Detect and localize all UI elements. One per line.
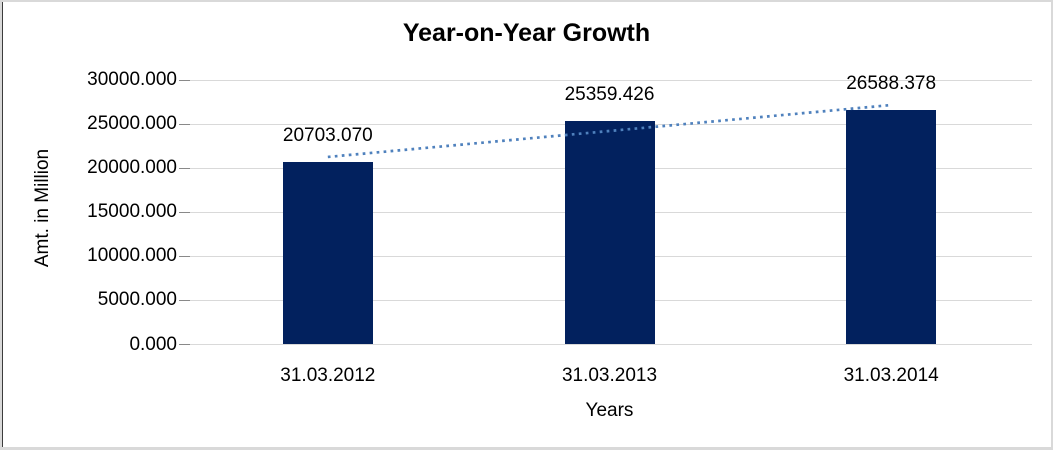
x-category-label: 31.03.2013	[561, 365, 658, 386]
y-axis-title: Amt. in Million	[32, 148, 53, 268]
y-axis-tick-label: 25000.000	[87, 113, 177, 135]
gridline	[187, 344, 1032, 345]
y-axis-tick-label: 30000.000	[87, 69, 177, 90]
y-axis-tick-label: 5000.000	[97, 289, 177, 311]
bar	[564, 120, 655, 345]
y-axis-tick-label: 10000.000	[87, 245, 177, 267]
y-axis-tick-mark	[179, 211, 190, 213]
bar	[846, 110, 937, 345]
y-axis-tick-label: 20000.000	[87, 157, 177, 179]
y-axis-tick-mark	[179, 123, 190, 125]
frame-left-edge	[2, 2, 3, 447]
bar-data-label: 25359.426	[564, 83, 655, 105]
bar	[282, 161, 373, 345]
y-axis-tick-label: 15000.000	[87, 201, 177, 223]
y-axis-tick-mark	[179, 79, 190, 81]
y-axis-tick-mark	[179, 299, 190, 301]
y-axis-tick-label: 0.000	[129, 333, 177, 355]
bar-data-label: 20703.070	[282, 124, 373, 146]
x-category-label: 31.03.2014	[843, 365, 939, 386]
x-category-label: 31.03.2012	[280, 365, 376, 386]
x-axis-title: Years	[585, 400, 634, 421]
gridline	[187, 79, 1032, 81]
bar-data-label: 26588.378	[846, 73, 937, 95]
chart-title: Year-on-Year Growth	[402, 19, 651, 47]
y-axis-tick-mark	[179, 344, 190, 345]
y-axis-tick-mark	[179, 167, 190, 169]
y-axis-tick-mark	[179, 255, 190, 257]
